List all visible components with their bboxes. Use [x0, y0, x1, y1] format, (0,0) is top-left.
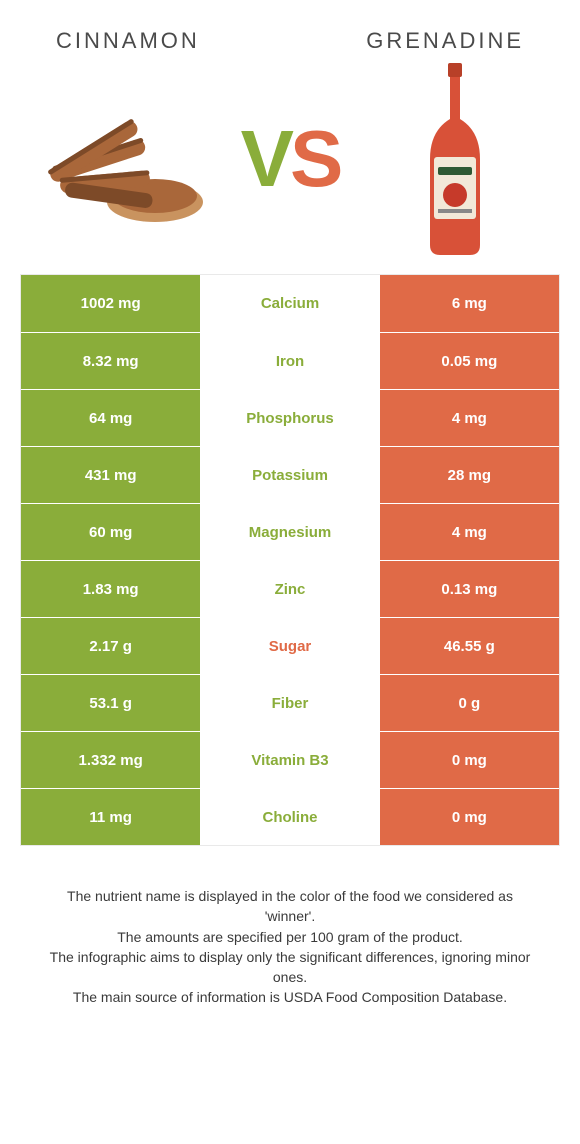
nutrient-label: Potassium — [200, 447, 379, 503]
footer-line-2: The amounts are specified per 100 gram o… — [40, 927, 540, 947]
nutrient-label: Zinc — [200, 561, 379, 617]
vs-v: V — [241, 113, 290, 205]
header: CINNAMON GRENADINE — [0, 0, 580, 54]
footer-notes: The nutrient name is displayed in the co… — [0, 846, 580, 1008]
footer-line-3: The infographic aims to display only the… — [40, 947, 540, 988]
value-left: 64 mg — [21, 390, 200, 446]
table-row: 8.32 mgIron0.05 mg — [21, 332, 559, 389]
value-right: 28 mg — [380, 447, 559, 503]
cinnamon-image — [40, 74, 210, 244]
title-left: CINNAMON — [56, 28, 200, 54]
table-row: 60 mgMagnesium4 mg — [21, 503, 559, 560]
table-row: 1.83 mgZinc0.13 mg — [21, 560, 559, 617]
value-right: 0 g — [380, 675, 559, 731]
table-row: 11 mgCholine0 mg — [21, 788, 559, 845]
value-left: 1.83 mg — [21, 561, 200, 617]
nutrient-label: Phosphorus — [200, 390, 379, 446]
value-right: 0.13 mg — [380, 561, 559, 617]
value-left: 431 mg — [21, 447, 200, 503]
table-row: 64 mgPhosphorus4 mg — [21, 389, 559, 446]
value-right: 46.55 g — [380, 618, 559, 674]
value-left: 1002 mg — [21, 275, 200, 332]
table-row: 2.17 gSugar46.55 g — [21, 617, 559, 674]
value-left: 1.332 mg — [21, 732, 200, 788]
nutrient-label: Vitamin B3 — [200, 732, 379, 788]
table-row: 431 mgPotassium28 mg — [21, 446, 559, 503]
title-right: GRENADINE — [366, 28, 524, 54]
value-right: 0 mg — [380, 732, 559, 788]
hero: VS — [0, 54, 580, 274]
value-right: 4 mg — [380, 390, 559, 446]
table-row: 1002 mgCalcium6 mg — [21, 275, 559, 332]
value-left: 8.32 mg — [21, 333, 200, 389]
grenadine-image — [370, 74, 540, 244]
value-left: 11 mg — [21, 789, 200, 845]
nutrient-table: 1002 mgCalcium6 mg8.32 mgIron0.05 mg64 m… — [20, 274, 560, 846]
value-left: 60 mg — [21, 504, 200, 560]
nutrient-label: Choline — [200, 789, 379, 845]
value-right: 6 mg — [380, 275, 559, 332]
footer-line-1: The nutrient name is displayed in the co… — [40, 886, 540, 927]
nutrient-label: Iron — [200, 333, 379, 389]
nutrient-label: Magnesium — [200, 504, 379, 560]
table-row: 1.332 mgVitamin B30 mg — [21, 731, 559, 788]
nutrient-label: Calcium — [200, 275, 379, 332]
nutrient-label: Sugar — [200, 618, 379, 674]
nutrient-label: Fiber — [200, 675, 379, 731]
vs-label: VS — [241, 113, 340, 205]
vs-s: S — [290, 113, 339, 205]
value-left: 53.1 g — [21, 675, 200, 731]
value-right: 0 mg — [380, 789, 559, 845]
footer-line-4: The main source of information is USDA F… — [40, 987, 540, 1007]
table-row: 53.1 gFiber0 g — [21, 674, 559, 731]
value-right: 4 mg — [380, 504, 559, 560]
value-right: 0.05 mg — [380, 333, 559, 389]
value-left: 2.17 g — [21, 618, 200, 674]
